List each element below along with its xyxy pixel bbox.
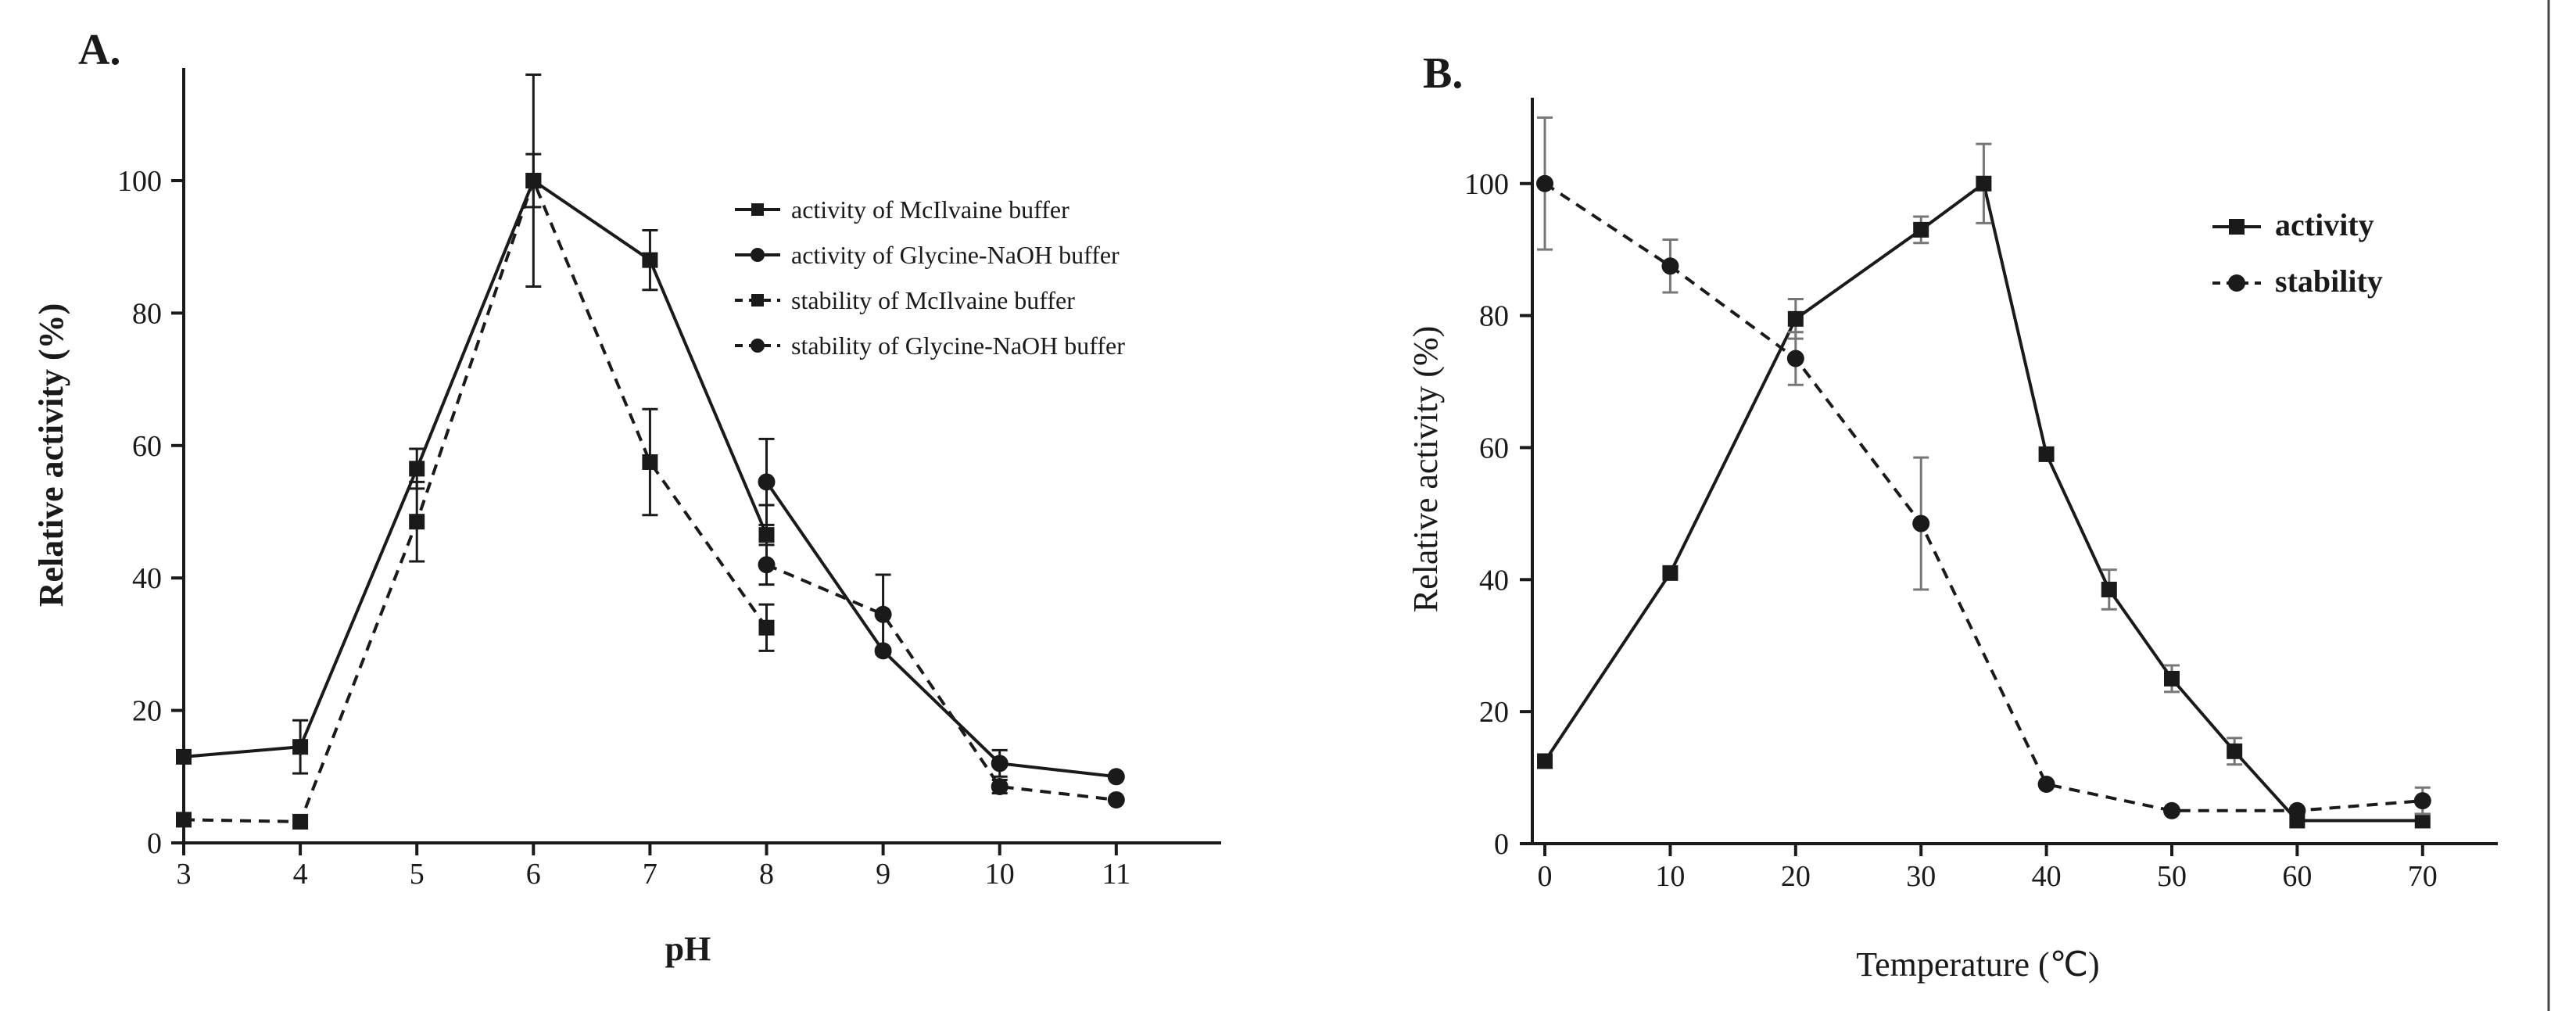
data-point-circle xyxy=(991,778,1009,796)
chart-panel-b: B. Relative activity (%) Temperature (℃)… xyxy=(1406,49,2498,984)
panel-b-y-tick-label: 80 xyxy=(1479,300,1509,333)
legend-marker-circle xyxy=(751,248,765,262)
series-line xyxy=(1543,182,2423,812)
data-point-square xyxy=(758,619,775,636)
data-point-circle xyxy=(1786,350,1804,367)
panel-a-y-tick-label: 40 xyxy=(132,562,162,595)
panel-b-series-2 xyxy=(1536,116,2431,819)
panel-a-x-tick-label: 11 xyxy=(1102,858,1131,891)
data-point-square xyxy=(409,461,425,477)
panel-a-series-3 xyxy=(176,152,775,830)
data-point-square xyxy=(642,252,658,268)
data-point-square xyxy=(1976,175,1992,192)
data-point-circle xyxy=(2413,792,2431,810)
panel-a-x-tick-label: 7 xyxy=(643,858,657,891)
data-point-square xyxy=(525,172,542,188)
legend-entry-label: stability xyxy=(2275,264,2383,299)
series-line xyxy=(183,177,769,758)
data-point-square xyxy=(2227,743,2243,759)
data-point-square xyxy=(1787,310,1804,327)
data-point-circle xyxy=(1107,768,1125,786)
panel-b-x-tick-label: 10 xyxy=(1655,860,1685,893)
panel-a-y-tick-label: 0 xyxy=(147,827,162,860)
panel-a-x-axis-title: pH xyxy=(665,930,711,968)
data-point-circle xyxy=(1107,791,1125,808)
panel-a-y-tick-label: 100 xyxy=(117,165,162,198)
legend-entry-label: stability of Glycine-NaOH buffer xyxy=(791,332,1125,360)
panel-a-x-tick-label: 5 xyxy=(410,858,425,891)
data-point-square xyxy=(758,527,775,543)
panel-b-label: B. xyxy=(1423,49,1463,98)
panel-b-y-tick-label: 100 xyxy=(1464,168,1509,201)
data-point-circle xyxy=(1536,174,1554,192)
panel-a-series-4 xyxy=(758,543,1125,808)
legend-entry-label: activity of Glycine-NaOH buffer xyxy=(791,241,1120,269)
legend-marker-square xyxy=(751,294,764,307)
panel-a-x-tick-label: 4 xyxy=(293,858,308,891)
panel-b-legend: activity stability xyxy=(2212,207,2383,299)
data-point-circle xyxy=(1661,257,1679,275)
data-point-square xyxy=(2163,670,2180,687)
panel-b-y-tick-label: 40 xyxy=(1479,564,1509,597)
data-point-square xyxy=(1662,565,1679,581)
data-point-circle xyxy=(874,605,892,623)
data-point-circle xyxy=(758,473,776,491)
legend-entry-label: activity of McIlvaine buffer xyxy=(791,195,1069,224)
panel-b-x-tick-label: 50 xyxy=(2157,860,2187,893)
data-point-square xyxy=(292,739,309,755)
panel-a-series-2 xyxy=(758,437,1125,786)
panel-b-x-tick-label: 0 xyxy=(1538,860,1553,893)
data-point-circle xyxy=(2037,776,2055,794)
data-point-square xyxy=(1537,753,1553,769)
panel-a-label: A. xyxy=(78,26,120,74)
data-point-square xyxy=(2101,581,2117,597)
panel-b-x-tick-label: 30 xyxy=(1906,860,1936,893)
panel-a-y-tick-label: 20 xyxy=(132,695,162,728)
series-line xyxy=(183,176,769,823)
panel-b-y-tick-label: 20 xyxy=(1479,696,1509,729)
data-point-square xyxy=(2038,446,2055,462)
legend-marker-circle xyxy=(751,339,765,353)
data-point-square xyxy=(1913,221,1929,238)
series-line xyxy=(765,563,1117,801)
series-line xyxy=(765,481,1117,779)
panel-b-x-tick-label: 40 xyxy=(2032,860,2062,893)
chart-panel-a: A. Relative activity (%) pH activity of … xyxy=(32,26,1221,968)
panel-b-x-tick-label: 70 xyxy=(2408,860,2438,893)
panel-a-x-tick-label: 6 xyxy=(526,858,541,891)
data-point-square xyxy=(642,454,658,470)
panel-b-x-axis-title: Temperature (℃) xyxy=(1856,945,2099,984)
data-point-circle xyxy=(1912,514,1930,532)
panel-a-y-axis-title: Relative activity (%) xyxy=(32,303,70,608)
panel-a-legend: activity of McIlvaine buffer activity of … xyxy=(735,195,1125,360)
panel-a-x-tick-label: 8 xyxy=(759,858,774,891)
data-point-square xyxy=(409,514,425,530)
data-point-circle xyxy=(2288,801,2306,819)
panel-a-x-tick-label: 10 xyxy=(985,858,1015,891)
data-point-square xyxy=(292,813,309,830)
panel-b-x-tick-label: 60 xyxy=(2282,860,2312,893)
data-point-square xyxy=(2414,812,2431,829)
data-point-circle xyxy=(2162,801,2180,819)
panel-a-series-1 xyxy=(176,73,775,775)
panel-a-y-tick-label: 80 xyxy=(132,297,162,330)
data-point-circle xyxy=(991,755,1009,773)
data-point-circle xyxy=(758,556,776,574)
panel-a-y-tick-label: 60 xyxy=(132,430,162,463)
legend-marker-square xyxy=(2229,219,2245,235)
legend-marker-square xyxy=(751,203,764,216)
panel-a-x-tick-label: 9 xyxy=(876,858,890,891)
panel-b-y-tick-label: 0 xyxy=(1494,828,1509,861)
panel-a-x-tick-label: 3 xyxy=(177,858,192,891)
panel-b-x-tick-label: 20 xyxy=(1781,860,1811,893)
legend-marker-circle xyxy=(2228,274,2245,292)
legend-entry-label: activity xyxy=(2275,207,2374,242)
legend-entry-label: stability of McIlvaine buffer xyxy=(791,286,1075,314)
panel-b-y-tick-label: 60 xyxy=(1479,432,1509,464)
panel-b-y-axis-title: Relative activity (%) xyxy=(1406,326,1445,613)
